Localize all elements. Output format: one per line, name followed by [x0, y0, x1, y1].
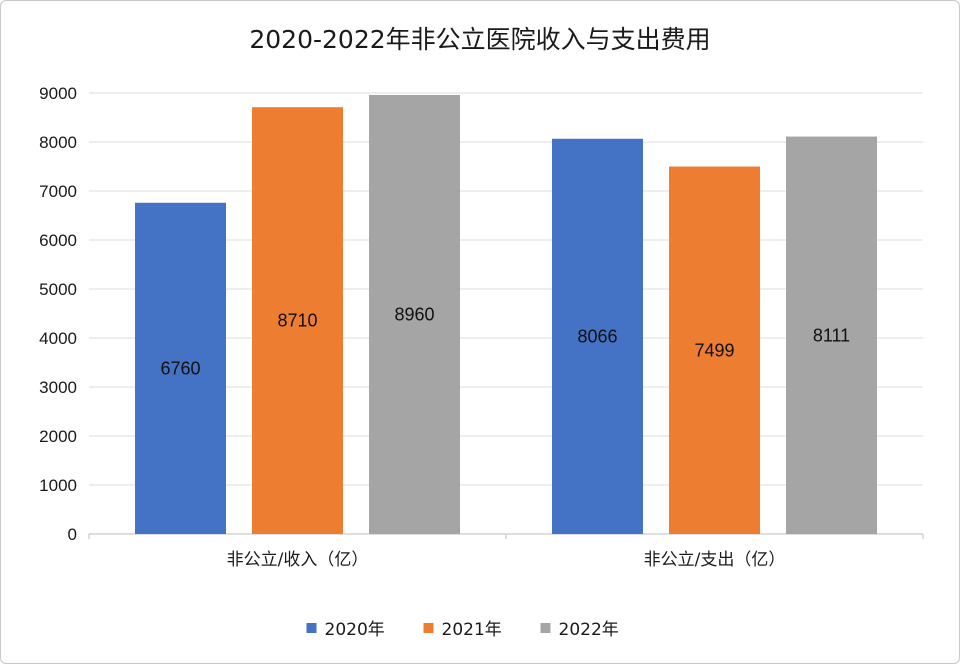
legend-label: 2020年: [325, 620, 385, 640]
bar: [135, 202, 226, 534]
legend-swatch: [540, 623, 551, 633]
data-label: 8066: [577, 326, 617, 346]
y-tick-label: 1000: [39, 476, 77, 495]
data-label: 6760: [160, 358, 200, 378]
bar: [786, 136, 877, 534]
legend-swatch: [423, 623, 434, 633]
y-tick-label: 3000: [39, 378, 77, 397]
data-label: 8960: [394, 304, 434, 324]
data-label: 8710: [277, 311, 317, 331]
y-axis-ticks: 0 1000 2000 3000 4000 5000 6000 7000 8000 9000: [39, 84, 77, 544]
bar: [369, 94, 460, 535]
x-category-label: 非公立/收入（亿）: [227, 550, 369, 570]
y-tick-label: 6000: [39, 231, 77, 250]
x-category-label: 非公立/支出（亿）: [644, 550, 786, 570]
y-tick-label: 8000: [39, 133, 77, 152]
y-tick-label: 5000: [39, 280, 77, 299]
y-tick-label: 4000: [39, 329, 77, 348]
y-tick-label: 0: [68, 525, 77, 544]
data-label: 8111: [813, 325, 850, 345]
y-tick-label: 9000: [39, 84, 77, 103]
legend: 2020年 2021年 2022年: [306, 620, 619, 640]
y-tick-label: 7000: [39, 182, 77, 201]
legend-swatch: [306, 623, 317, 633]
chart-title: 2020-2022年非公立医院收入与支出费用: [249, 25, 710, 54]
x-axis-categories: 非公立/收入（亿） 非公立/支出（亿）: [227, 550, 786, 570]
legend-label: 2022年: [559, 620, 619, 640]
bar: [669, 166, 760, 534]
y-tick-label: 2000: [39, 427, 77, 446]
data-label: 7499: [694, 340, 734, 360]
legend-label: 2021年: [442, 620, 502, 640]
bars: 6760 8710 8960 8066 7499 8111: [135, 94, 877, 535]
grid-lines: [88, 92, 924, 539]
bar: [252, 107, 343, 535]
bar: [552, 138, 643, 535]
